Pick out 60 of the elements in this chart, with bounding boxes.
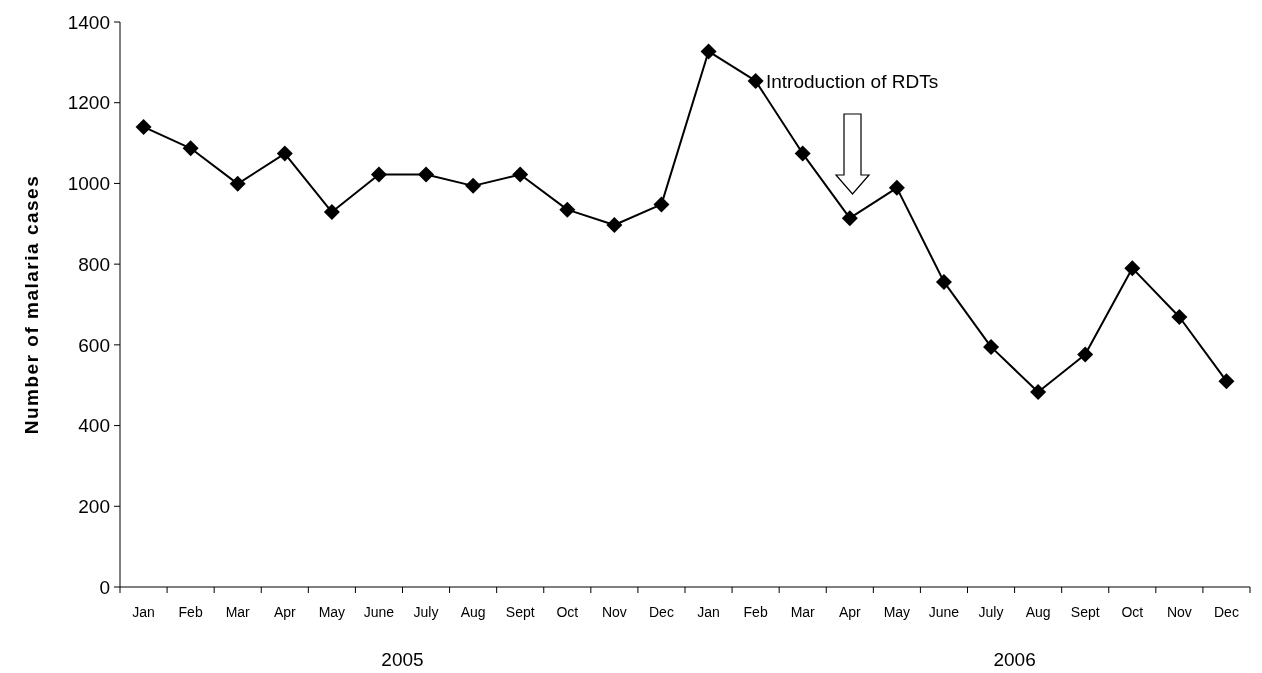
point — [1077, 346, 1094, 363]
point — [229, 175, 246, 192]
x-tick-label: Apr — [273, 604, 297, 620]
point — [1124, 260, 1141, 277]
point — [465, 177, 482, 194]
x-tick-label: Dec — [649, 604, 674, 620]
y-tick-label: 1000 — [67, 173, 110, 195]
x-tick-label: May — [883, 604, 911, 620]
point — [935, 273, 952, 290]
x-tick-label: Jan — [697, 604, 720, 620]
point — [606, 217, 623, 233]
text: 2005 — [381, 649, 424, 670]
x-tick-label: Nov — [1166, 604, 1192, 620]
x-tick-label: Mar — [225, 604, 251, 620]
annotation: Introduction of RDTs — [766, 71, 939, 92]
x-tick-label: Oct — [556, 604, 579, 620]
x-tick-label: Aug — [460, 604, 486, 620]
point — [794, 145, 811, 162]
x-tick-label: June — [928, 604, 960, 620]
point — [1218, 373, 1235, 390]
point — [135, 118, 152, 135]
x-tick-label: July — [413, 604, 439, 620]
point — [512, 166, 529, 183]
x-tick-label: Feb — [743, 604, 768, 620]
y-tick-label: 0 — [99, 576, 110, 598]
x-tick-label: May — [318, 604, 346, 620]
point — [559, 201, 576, 218]
x-tick-label: Feb — [178, 604, 203, 620]
x-tick-label: Jan — [132, 604, 155, 620]
y-tick-label: 1200 — [67, 92, 110, 114]
point — [747, 72, 764, 89]
text: 2006 — [993, 649, 1036, 670]
x-tick-label: Apr — [838, 604, 862, 620]
x-tick-label: June — [363, 604, 395, 620]
point — [418, 166, 435, 183]
x-tick-label: Sept — [1070, 604, 1100, 620]
y-tick-label: 200 — [78, 495, 110, 517]
point — [841, 210, 858, 227]
x-tick-label: July — [978, 604, 1004, 620]
x-tick-label: Aug — [1025, 604, 1051, 620]
point — [1030, 384, 1047, 401]
y-tick-label: 800 — [78, 253, 110, 275]
point — [888, 179, 905, 196]
y-tick-label: 400 — [78, 415, 110, 437]
point — [653, 196, 670, 213]
x-tick-label: Dec — [1214, 604, 1239, 620]
point — [983, 338, 1000, 355]
y-axis-title: Number of malaria cases — [21, 174, 42, 435]
point — [700, 43, 717, 60]
point — [323, 204, 340, 221]
point — [276, 145, 293, 162]
x-tick-label: Oct — [1121, 604, 1144, 620]
point — [182, 140, 199, 157]
x-tick-label: Mar — [790, 604, 816, 620]
y-tick-label: 1400 — [67, 11, 110, 33]
x-tick-label: Sept — [505, 604, 535, 620]
x-tick-label: Nov — [601, 604, 627, 620]
point — [1171, 309, 1188, 326]
y-tick-label: 600 — [78, 334, 110, 356]
point — [370, 166, 387, 183]
